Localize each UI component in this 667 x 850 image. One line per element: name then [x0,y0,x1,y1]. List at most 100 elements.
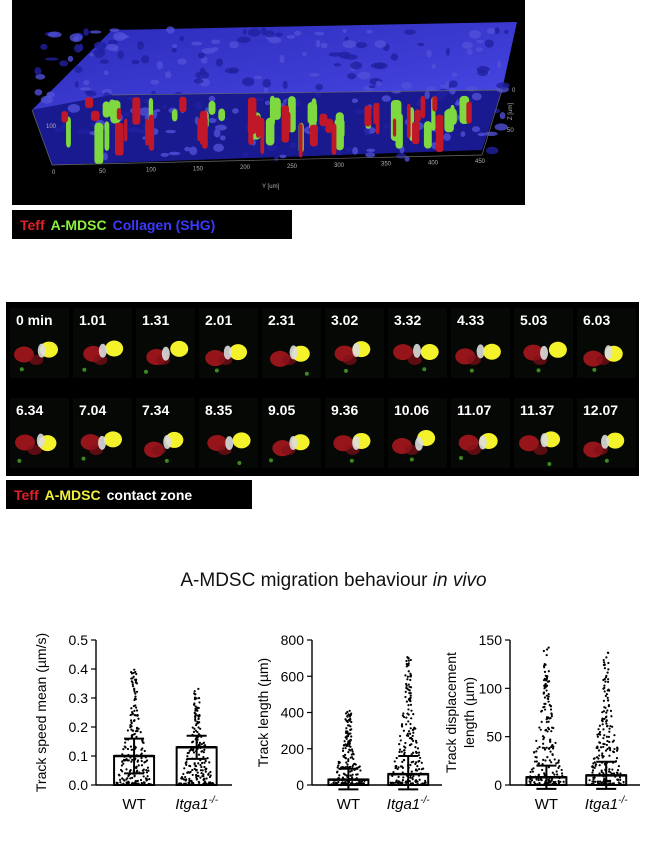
frame-image [458,433,498,461]
collagen-blob [67,55,74,62]
frame-image [583,345,623,372]
data-point [592,776,595,779]
data-point [397,766,400,769]
collagen-blob [242,29,248,35]
data-point [611,768,614,771]
data-point [545,720,548,724]
data-point [203,761,206,764]
data-point [411,776,414,780]
data-point [409,694,412,697]
data-point [349,774,352,777]
timelapse-frame: 9.05 [262,398,321,468]
teff-cell [373,102,377,125]
data-point [142,741,145,744]
data-point [599,746,603,749]
data-point [143,749,146,753]
collagen-blob [138,107,152,116]
collagen-blob [279,154,287,159]
collagen-blob [266,144,277,151]
collagen-blob [352,147,359,155]
data-point [133,678,137,681]
data-point [602,783,605,786]
data-point [562,780,565,783]
collagen-blob [476,39,485,44]
y-tick-label: 400 [281,705,305,721]
collagen-blob [366,148,376,153]
data-point [403,783,406,786]
z-axis-title: Z [um] [508,103,514,120]
data-point [191,768,194,772]
data-point [203,744,207,747]
data-point [345,761,348,764]
y-tick-label: 50 [99,169,106,175]
collagen-blob [274,32,283,37]
data-point [401,782,404,786]
data-point [134,714,137,717]
timelapse-frame: 2.31 [262,308,321,378]
data-point [347,713,350,716]
data-point [597,782,601,785]
data-point [122,783,125,786]
data-point [194,715,197,718]
data-point [180,777,183,780]
amdsc-cell [335,112,344,151]
data-point [345,783,348,786]
data-point [592,780,595,783]
frame-image [205,344,248,373]
frame-time-label: 1.01 [79,312,107,328]
collagen-blob [47,31,62,38]
data-point [347,758,350,761]
data-point [399,739,402,742]
data-point [550,779,553,782]
frame-time-label: 1.31 [142,312,170,328]
data-point [592,757,595,760]
x-tick-label: WT [535,796,558,813]
collagen-blob [365,152,376,158]
data-point [530,768,534,771]
frame-time-label: 2.01 [205,312,233,328]
data-point [199,776,202,779]
frame-time-label: 8.35 [205,402,233,418]
legend-contact-zone: contact zone [106,486,193,503]
data-point [606,680,610,684]
data-point [130,760,133,763]
amdsc-cell [171,109,178,122]
amdsc-cell [423,121,432,149]
data-point [553,758,556,761]
timelapse-frame: 1.31 [136,308,195,378]
timelapse-frame: 7.04 [73,398,132,468]
data-point [530,779,534,782]
data-point [534,755,537,759]
data-point [538,726,541,729]
data-point [357,766,361,769]
data-point [602,710,606,713]
data-point [545,689,548,692]
data-point [145,768,148,772]
data-point [417,783,420,786]
collagen-blob [201,47,216,54]
collagen-blob [368,85,376,89]
timelapse-frame: 4.33 [451,308,510,378]
data-point [129,719,133,722]
data-point [337,762,340,765]
data-point [608,689,611,692]
amdsc-cell [390,99,402,142]
data-point [137,717,140,720]
collagen-blob [354,109,366,115]
timelapse-frame: 12.07 [577,398,636,468]
y-tick-label: 0.3 [69,690,89,706]
data-point [608,780,612,783]
data-point [423,782,426,785]
data-point [343,740,346,743]
collagen-blob [195,71,210,80]
data-point [547,695,550,698]
timelapse-frame: 0 min [10,308,69,378]
data-point [405,686,408,690]
y-tick-label: 250 [287,164,298,170]
collagen-blob [160,152,169,157]
x-tick-label: Itga1-/- [585,795,628,813]
data-point [406,678,409,681]
data-point [146,766,150,769]
data-point [122,758,126,761]
data-point [194,773,198,777]
